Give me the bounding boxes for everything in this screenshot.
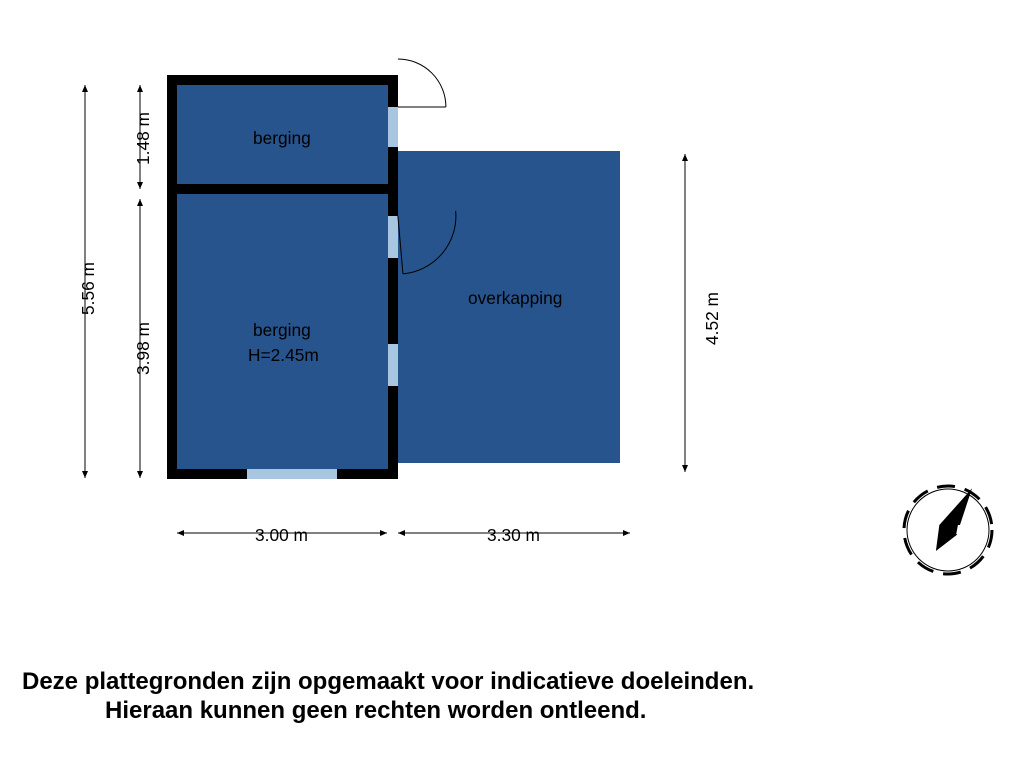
wall (177, 184, 388, 194)
window-segment (388, 216, 398, 258)
wall (167, 75, 398, 85)
dimension-label: 3.98 m (133, 322, 154, 375)
wall (167, 75, 177, 479)
window-segment (388, 344, 398, 386)
svg-text:N: N (962, 523, 973, 539)
dimension-label: 1.48 m (133, 112, 154, 165)
room-label-berging-main: berging (253, 320, 311, 341)
room-label-berging-top: berging (253, 128, 311, 149)
room-sublabel-berging-main: H=2.45m (248, 345, 319, 366)
footer-line-2: Hieraan kunnen geen rechten worden ontle… (105, 697, 646, 725)
svg-text:N: N (956, 522, 966, 537)
dimension-label: 3.30 m (487, 525, 540, 546)
footer-line-1: Deze plattegronden zijn opgemaakt voor i… (22, 668, 754, 696)
room-label-overkapping: overkapping (468, 288, 562, 309)
dimension-label: 5.56 m (78, 262, 99, 315)
window-segment (247, 469, 337, 479)
dimension-label: 3.00 m (255, 525, 308, 546)
dimension-label: 4.52 m (702, 292, 723, 345)
window-segment (388, 107, 398, 147)
